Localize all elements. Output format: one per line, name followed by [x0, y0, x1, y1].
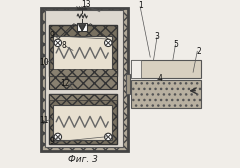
Bar [49, 25, 117, 76]
Text: 2: 2 [197, 47, 201, 56]
Text: 9: 9 [49, 137, 54, 146]
Circle shape [54, 133, 61, 141]
Bar [77, 23, 87, 31]
Text: 3: 3 [155, 32, 159, 41]
Text: 13: 13 [82, 0, 91, 9]
Text: 1: 1 [138, 1, 143, 10]
Bar [131, 60, 201, 78]
Text: 4: 4 [158, 74, 163, 83]
Text: 8: 8 [61, 41, 66, 50]
Circle shape [54, 39, 61, 47]
Text: Фиг. 3: Фиг. 3 [68, 155, 98, 164]
Polygon shape [79, 24, 86, 30]
Circle shape [105, 39, 112, 47]
Circle shape [105, 133, 112, 141]
Bar [126, 74, 130, 94]
Bar [45, 10, 123, 147]
Text: 5: 5 [173, 40, 178, 49]
Bar [131, 60, 141, 78]
Text: 12: 12 [61, 79, 70, 89]
Text: 9: 9 [49, 31, 54, 40]
Text: 11: 11 [39, 116, 49, 125]
Bar [131, 80, 201, 108]
Bar [49, 69, 117, 76]
Bar [41, 8, 128, 151]
Text: 10: 10 [39, 58, 49, 67]
Bar [53, 105, 112, 140]
Bar [49, 94, 117, 144]
Bar [49, 94, 117, 100]
Bar [53, 36, 112, 71]
Bar [49, 76, 117, 89]
